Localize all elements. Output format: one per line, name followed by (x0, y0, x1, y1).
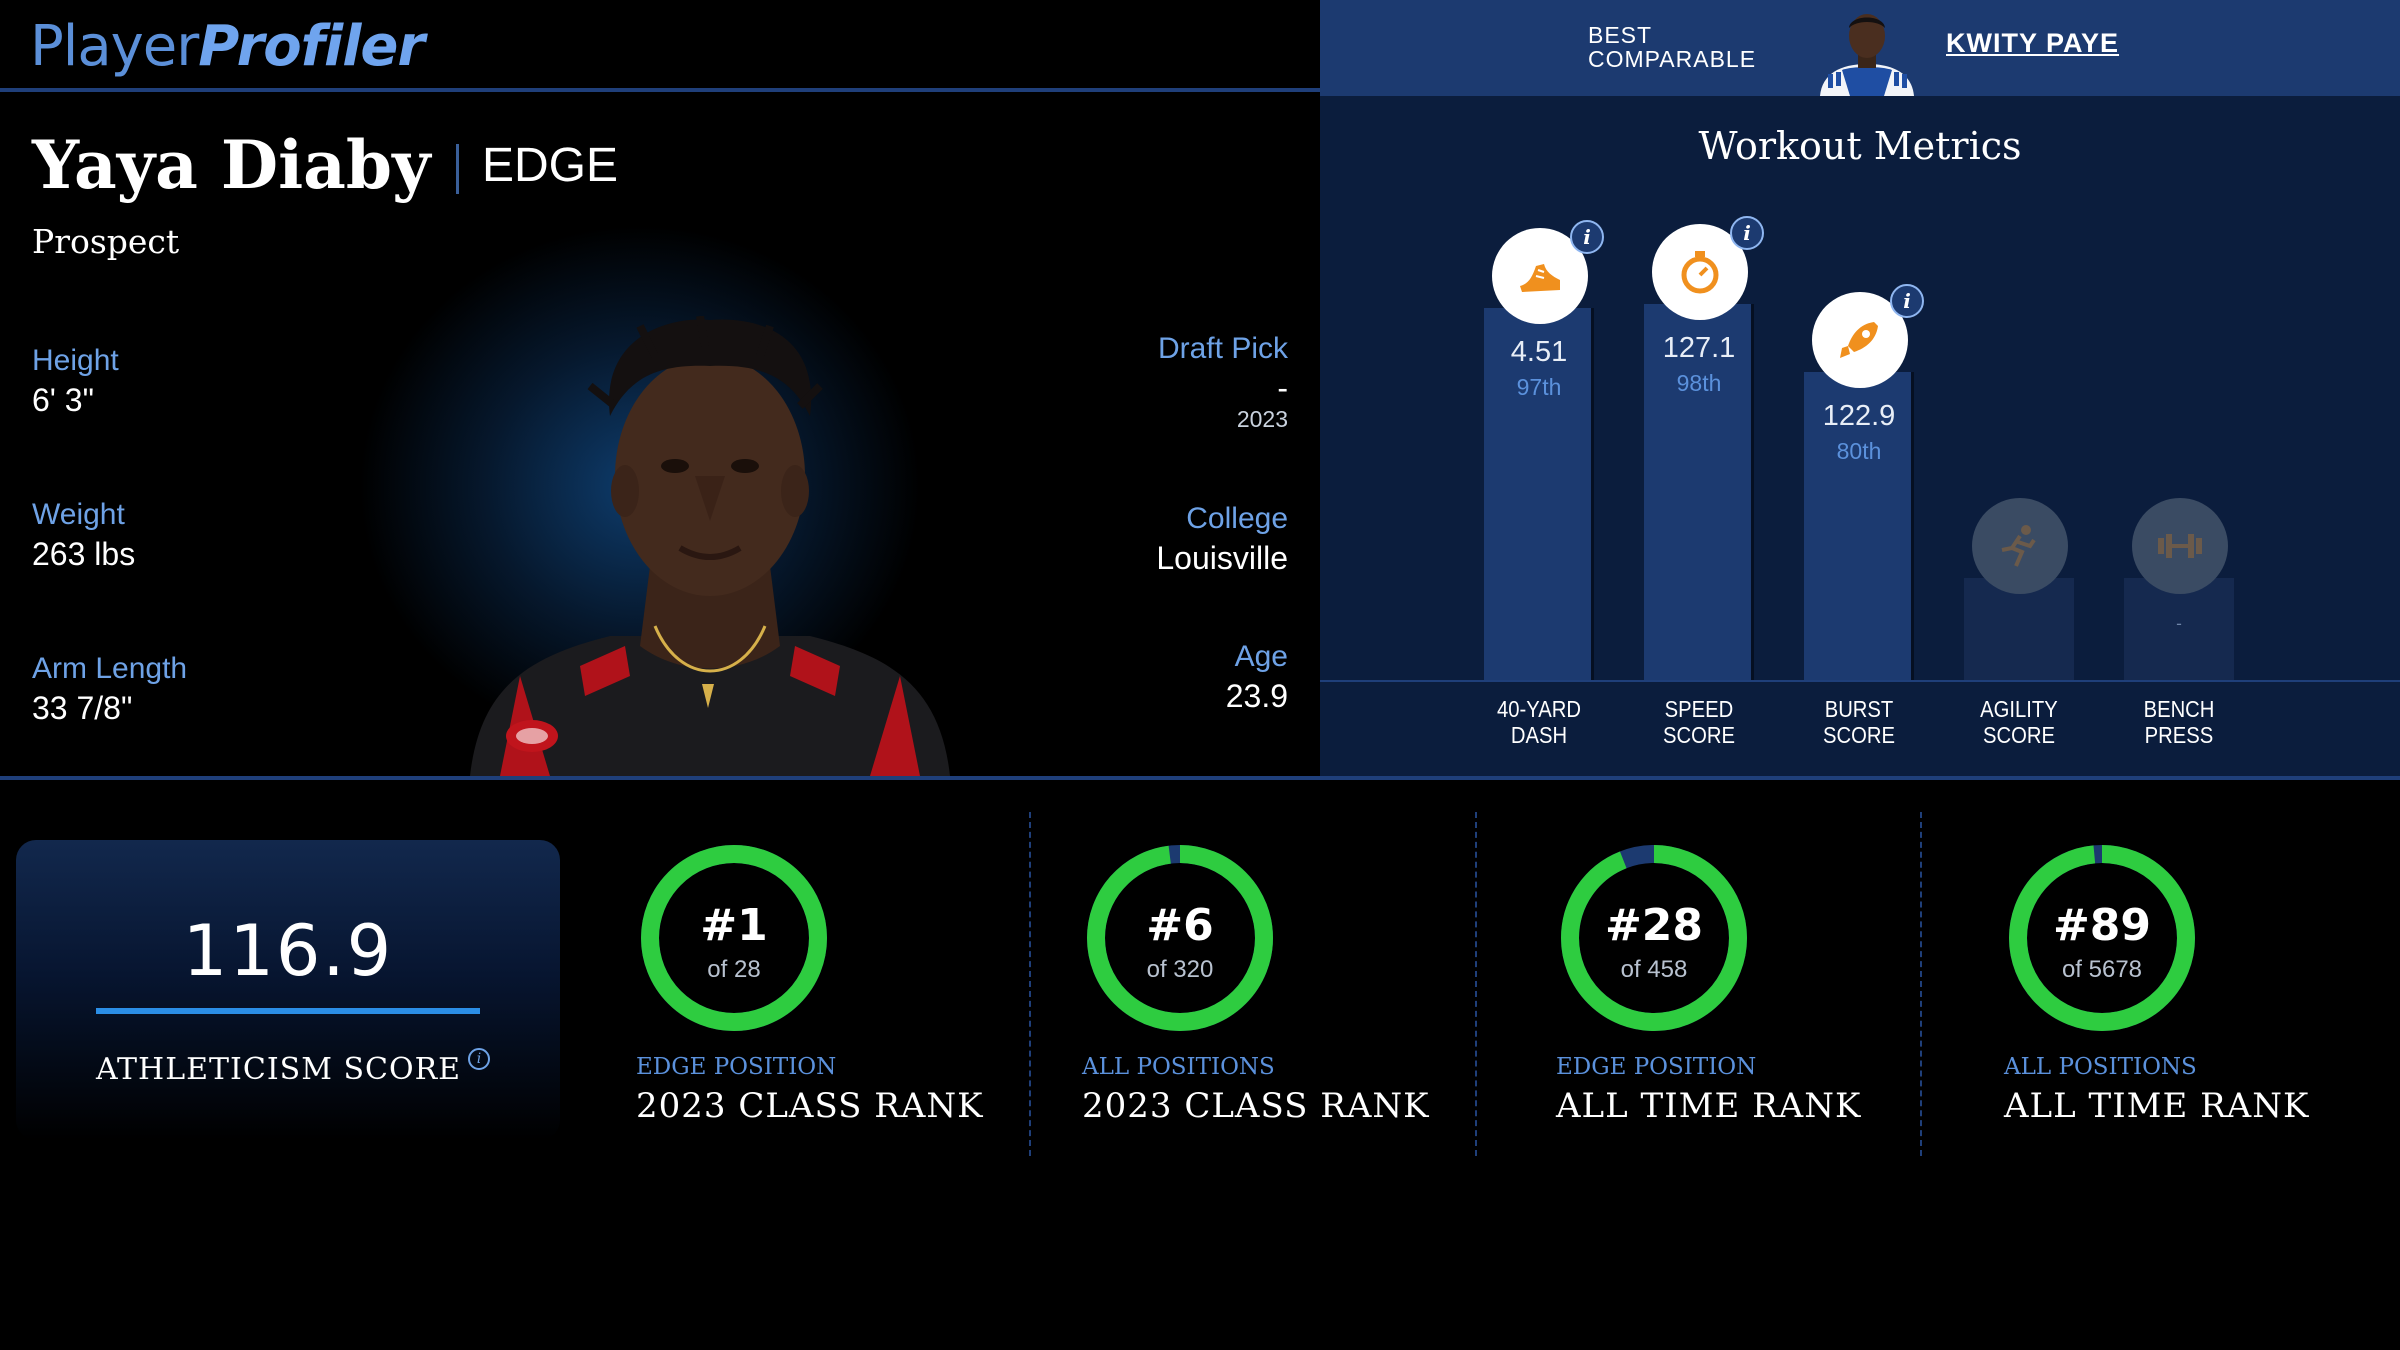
metric-bar-burst-score[interactable] (1804, 372, 1914, 680)
metric-label: SPEED SCORE (1663, 696, 1735, 748)
metric-percentile: 98th (1676, 370, 1722, 396)
weight-value: 263 lbs (32, 536, 136, 572)
metric-value: 4.51 (1510, 336, 1568, 368)
info-icon[interactable]: i (1890, 284, 1924, 318)
metric-percentile: 80th (1836, 438, 1882, 464)
barbell-icon (2132, 498, 2228, 594)
metric-label: BURST SCORE (1823, 696, 1895, 748)
college-label: College (1186, 502, 1288, 535)
rank-edge-all-time: #28 of 458 EDGE POSITION ALL TIME RANK (1556, 840, 1976, 1140)
draft-pick-value: - (1277, 370, 1288, 406)
player-photo (440, 315, 980, 776)
metric-value: - (2176, 614, 2182, 633)
name-separator (456, 144, 459, 194)
player-status: Prospect (32, 222, 180, 261)
rank-title: ALL TIME RANK (1556, 1086, 1862, 1126)
rank-number: #89 (2052, 900, 2152, 951)
rank-edge-class: #1 of 28 EDGE POSITION 2023 CLASS RANK (636, 840, 1056, 1140)
height-value: 6' 3" (32, 382, 94, 418)
college-value: Louisville (1156, 540, 1288, 576)
rank-total: of 28 (707, 956, 761, 983)
rank-scope: EDGE POSITION (636, 1054, 837, 1080)
rank-title: 2023 CLASS RANK (1082, 1086, 1430, 1126)
metric-percentile: 97th (1516, 374, 1562, 400)
age-label: Age (1234, 640, 1288, 673)
arm-length-value: 33 7/8" (32, 690, 133, 726)
athleticism-score-value: 116.9 (182, 910, 394, 992)
header-left: PlayerProfiler (0, 0, 1320, 92)
metric-label: 40-YARD DASH (1497, 696, 1581, 748)
info-icon[interactable]: i (1730, 216, 1764, 250)
player-name: Yaya Diaby (32, 126, 431, 204)
rank-scope: EDGE POSITION (1556, 1054, 1757, 1080)
player-position: EDGE (482, 139, 619, 192)
info-icon[interactable]: i (1570, 220, 1604, 254)
rank-all-class: #6 of 320 ALL POSITIONS 2023 CLASS RANK (1082, 840, 1502, 1140)
metric-label: AGILITY SCORE (1980, 696, 2058, 748)
height-label: Height (32, 344, 119, 377)
runner-icon (1972, 498, 2068, 594)
metric-value: 127.1 (1662, 332, 1736, 364)
rank-ring (1087, 845, 1273, 1031)
player-panel: Yaya Diaby EDGE Prospect Height 6' 3" We… (0, 96, 1320, 776)
rank-divider (1475, 812, 1477, 1156)
rank-number: #28 (1604, 900, 1704, 951)
athleticism-score-label: ATHLETICISM SCORE (96, 1052, 462, 1087)
comparable-player-avatar[interactable] (1812, 8, 1922, 96)
metric-value: 122.9 (1822, 400, 1896, 432)
rank-total: of 5678 (2061, 956, 2143, 983)
best-comparable-bar: BEST COMPARABLE KWITY PAYE (1320, 0, 2400, 96)
rank-scope: ALL POSITIONS (1082, 1054, 1275, 1080)
rank-divider (1029, 812, 1031, 1156)
athleticism-score-bar (96, 1008, 480, 1014)
rank-ring (2009, 845, 2195, 1031)
athleticism-score-card: 116.9 ATHLETICISM SCORE i (16, 840, 560, 1140)
draft-pick-label: Draft Pick (1157, 332, 1288, 365)
draft-year: 2023 (1236, 406, 1288, 432)
chart-baseline (1320, 680, 2400, 682)
best-comparable-label: BEST COMPARABLE (1588, 22, 1757, 72)
rank-number: #6 (1146, 900, 1214, 951)
rank-ring (1561, 845, 1747, 1031)
metric-bar-speed-score[interactable] (1644, 304, 1754, 680)
rank-ring (641, 845, 827, 1031)
metric-label: BENCH PRESS (2143, 696, 2215, 748)
info-icon[interactable]: i (468, 1048, 490, 1070)
player-profiler-logo[interactable]: PlayerProfiler (30, 14, 425, 79)
rank-total: of 458 (1620, 956, 1688, 983)
rank-title: 2023 CLASS RANK (636, 1086, 984, 1126)
rank-title: ALL TIME RANK (2004, 1086, 2310, 1126)
workout-metrics-panel: Workout Metrics i 4.51 97th 40-YARD DASH … (1320, 96, 2400, 776)
arm-length-label: Arm Length (32, 652, 188, 685)
rank-number: #1 (700, 900, 768, 951)
age-value: 23.9 (1225, 678, 1288, 714)
metric-bar-bench-press[interactable] (2124, 578, 2234, 680)
rank-scope: ALL POSITIONS (2004, 1054, 2197, 1080)
section-divider (0, 776, 2400, 780)
weight-label: Weight (32, 498, 125, 531)
rank-all-all-time: #89 of 5678 ALL POSITIONS ALL TIME RANK (2004, 840, 2400, 1140)
workout-title: Workout Metrics (1698, 124, 2022, 168)
best-comparable-link[interactable]: KWITY PAYE (1946, 28, 2120, 58)
rank-total: of 320 (1146, 956, 1214, 983)
metric-bar-agility-score[interactable] (1964, 578, 2074, 680)
rank-divider (1920, 812, 1922, 1156)
metric-bar-40-yard-dash[interactable] (1484, 308, 1594, 680)
